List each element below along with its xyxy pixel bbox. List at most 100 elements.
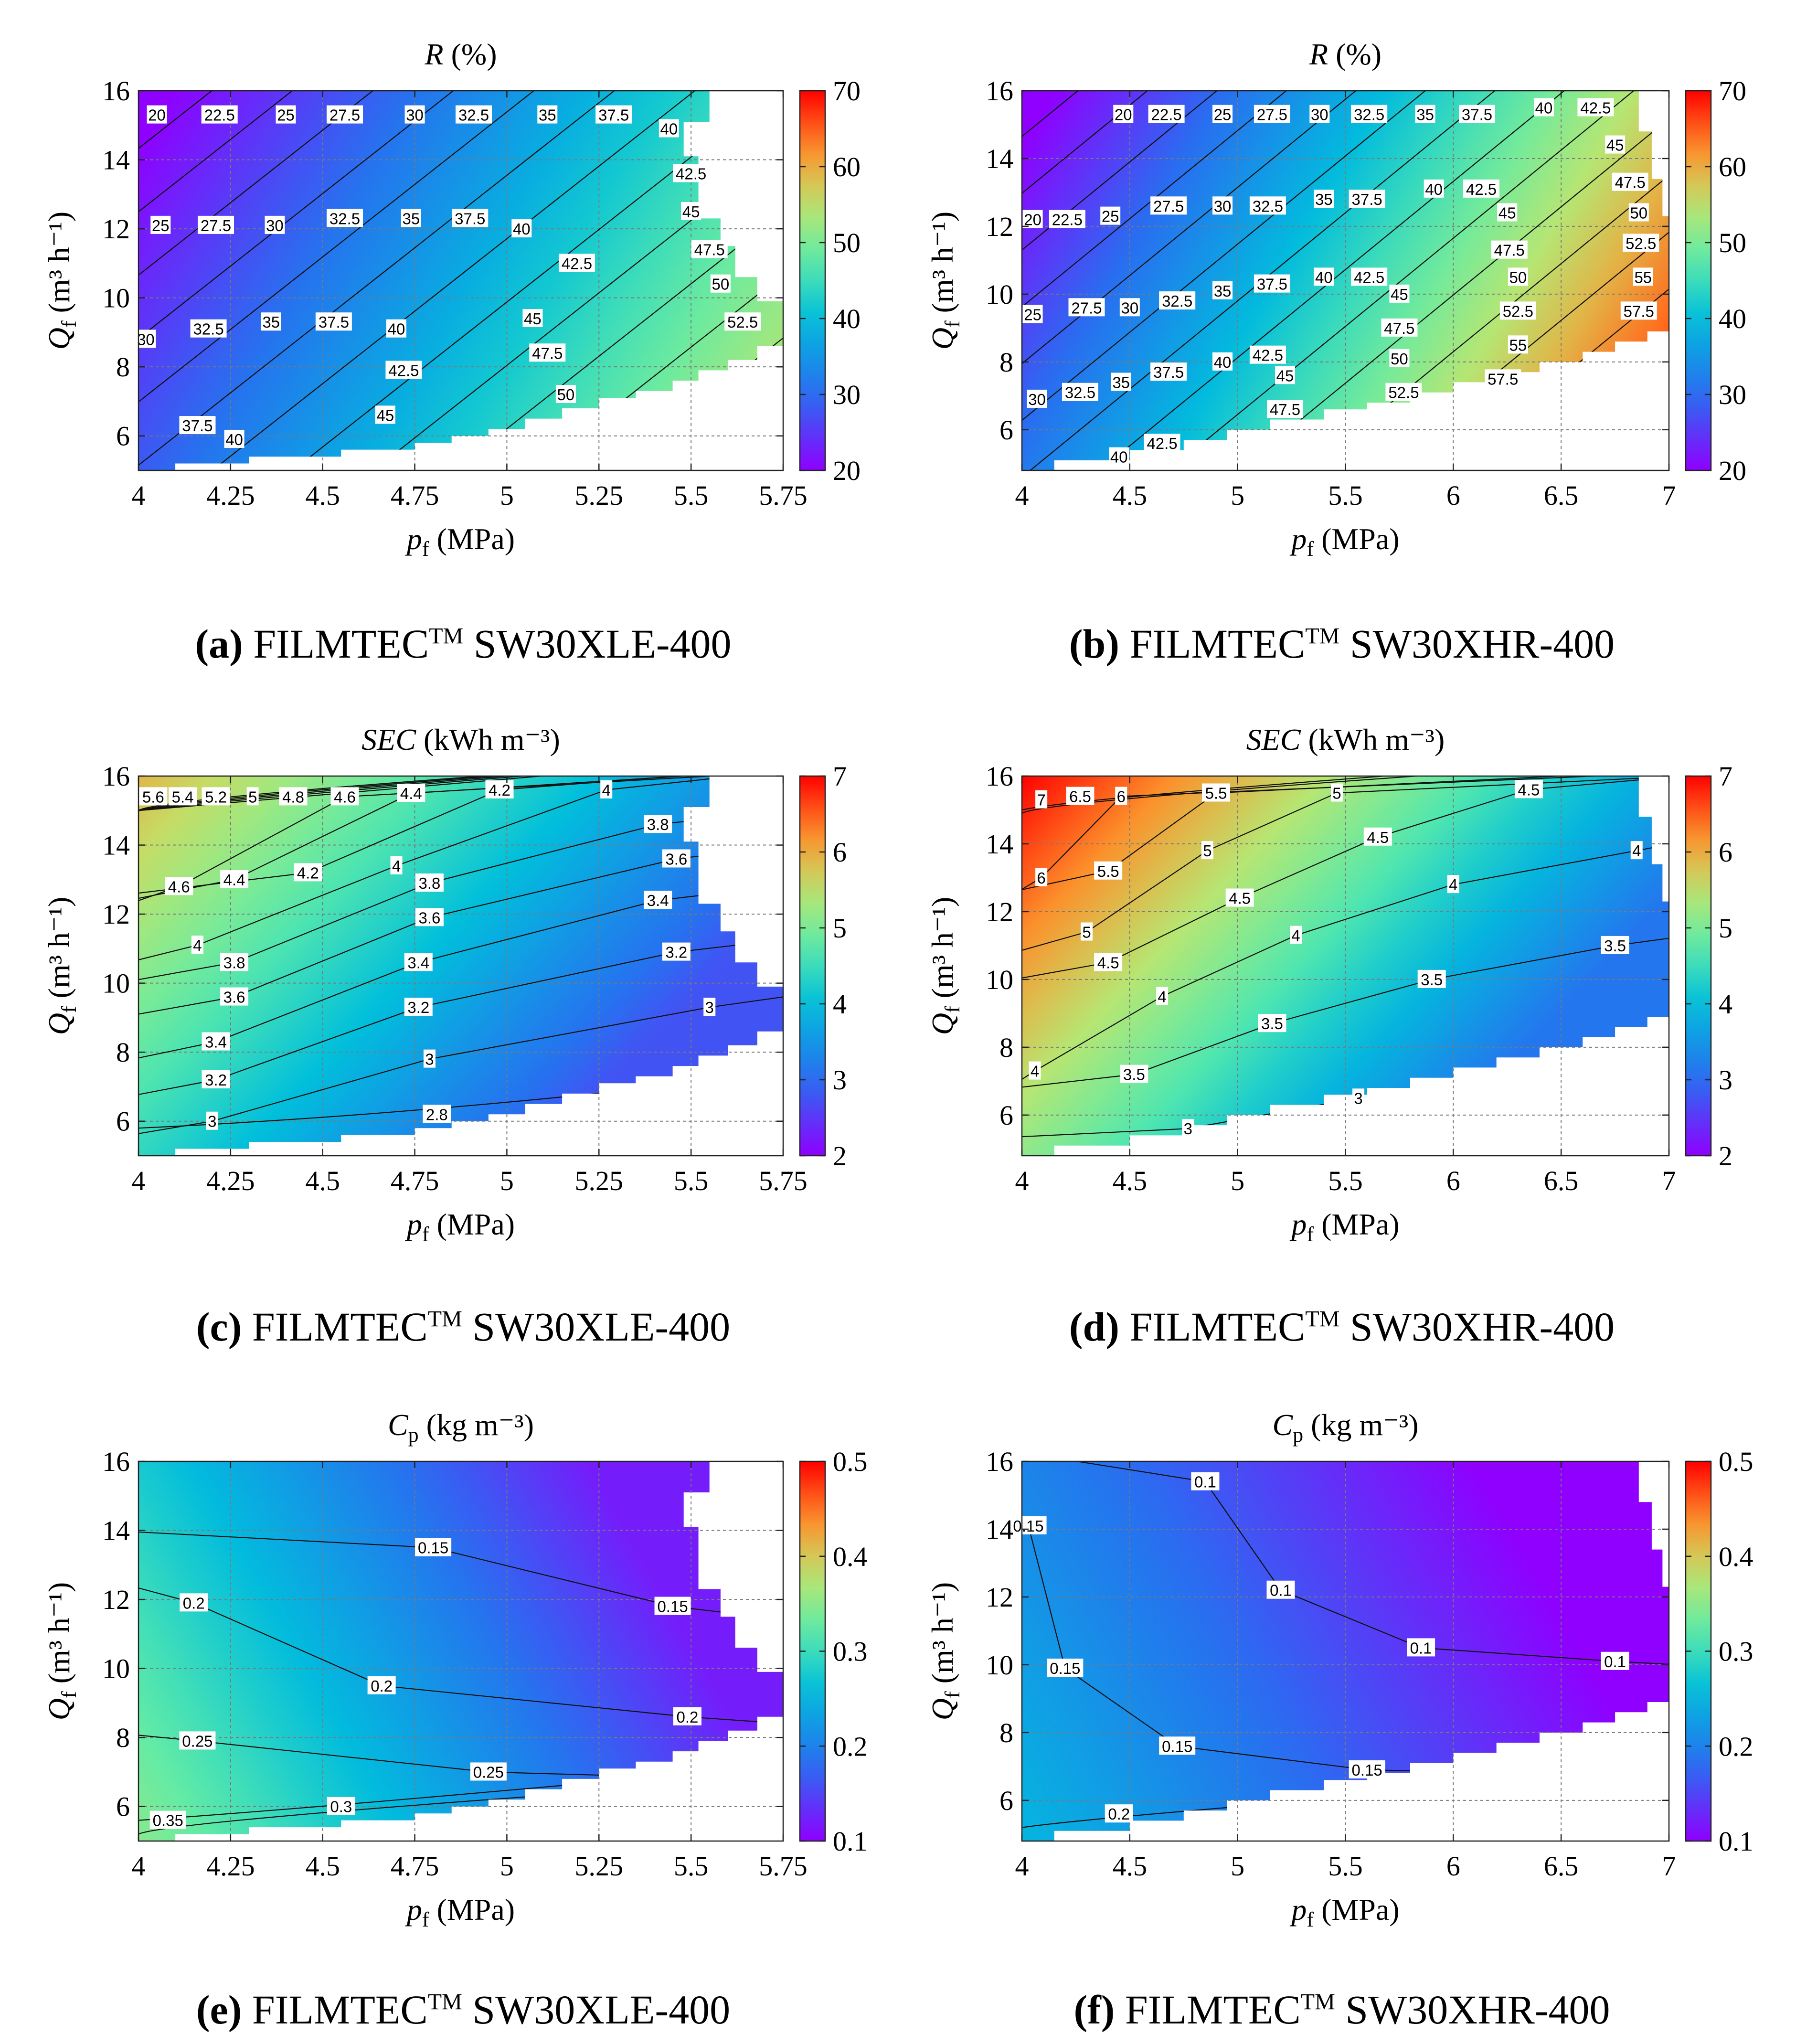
x-tick-label: 5.5 [674,480,709,511]
caption-d: (d) FILMTECTM SW30XHR-400 [1069,1304,1615,1350]
x-tick-label: 5.25 [575,1165,624,1196]
y-axis-symbol: Q [42,1698,76,1720]
x-axis-subscript: f [422,537,429,561]
y-tick-label: 14 [986,829,1013,860]
contour-label-bg [1027,389,1047,408]
contour-line [138,91,783,470]
contour-label: 50 [1630,204,1647,222]
contour-label: 50 [557,386,574,404]
panel-f: 0.1 0.1 0.1 0.1 0.15 0.15 0.15 0.15 0.2 4 4.5 5 5.5 6… [925,1408,1753,1931]
x-tick-label: 5 [500,480,514,511]
plot-frame [138,775,784,1157]
contour-label: 55 [1509,336,1527,354]
contour-label-bg [1601,1651,1629,1670]
contour-label-bg [1249,196,1286,215]
x-axis-symbol: p [1289,1893,1307,1927]
contour-label-bg [1351,105,1388,123]
contour-label: 4 [193,937,202,954]
contour-label: 3.6 [665,850,687,868]
contour-line [1022,776,1669,814]
contour-label: 22.5 [204,106,235,124]
contour-label: 3.4 [407,954,429,971]
x-tick-label: 5.25 [575,1851,624,1882]
contour-label: 42.5 [1466,181,1497,198]
contour-label-bg [265,215,285,234]
contour-label-bg [644,815,672,833]
y-axis-unit: (m³ h⁻¹) [925,1582,959,1692]
contour-label-bg [1352,1088,1365,1107]
contour-label-bg [1212,196,1233,215]
title-variable: SEC [1246,723,1301,756]
contour-label: 35 [262,313,280,331]
y-axis-subscript: f [57,1691,81,1698]
contour-label-bg [1254,274,1290,293]
contour-label-bg [1407,1638,1435,1657]
contour-label: 5.6 [142,788,164,806]
colorbar-tick-label: 0.4 [1719,1541,1753,1572]
contour-label-bg [1159,1736,1196,1755]
y-axis-unit: (m³ h⁻¹) [42,897,76,1006]
title-variable: SEC [361,723,416,756]
contour-label: 55 [1634,268,1652,286]
contour-label: 3.5 [1604,937,1626,955]
contour-label-bg [330,787,359,806]
y-tick-label: 12 [986,896,1013,927]
x-axis-label: pf (MPa) [405,1893,515,1931]
y-tick-label: 12 [102,899,130,930]
x-tick-label: 4.25 [206,480,255,511]
contour-label-bg [1100,206,1121,225]
contour-label: 0.35 [153,1812,183,1830]
contour-label-bg [1120,1065,1148,1083]
contour-label-bg [1115,787,1127,805]
contour-label-bg [220,953,249,971]
contour-label-bg [147,105,167,124]
contour-line [1022,776,1669,982]
y-tick-label: 14 [102,1515,130,1546]
y-tick-label: 10 [986,964,1013,995]
panel-a: 20 22.5 25 27.5 30 32.5 35 37.5 40 42.5 25 27.5 30 32… [42,37,861,561]
contour-label-bg [1424,179,1444,198]
contour-label-bg [1314,267,1334,286]
x-tick-label: 5.75 [759,480,808,511]
contour-line [138,776,783,811]
x-tick-label: 5.5 [1328,480,1363,511]
contour-label: 32.5 [193,320,223,338]
contour-label: 37.5 [598,106,629,124]
contour-label: 4.5 [1097,954,1119,971]
y-tick-label: 12 [986,1582,1013,1613]
title-variable: R [1309,37,1328,71]
contour-label: 37.5 [319,313,349,331]
contour-label: 32.5 [1354,106,1384,124]
contour-label-bg [1514,780,1543,798]
contour-label: 3.6 [418,909,440,926]
contour-label-bg [673,164,710,182]
contour-line [1022,196,1669,470]
x-axis-unit: (MPa) [1314,1893,1400,1927]
y-axis-label: Qf (m³ h⁻¹) [42,1582,81,1720]
x-tick-label: 4.5 [1113,1851,1148,1882]
contour-label: 3.5 [1123,1066,1145,1084]
contour-label: 37.5 [455,210,485,227]
y-axis-subscript: f [941,1006,964,1013]
contour-label: 27.5 [1153,197,1184,215]
contour-label-bg [415,1538,452,1556]
contour-line [1022,91,1669,343]
contour-label-bg [452,209,489,227]
x-tick-label: 4.25 [206,1165,255,1196]
contour-label: 22.5 [1052,211,1083,229]
colorbar-tick-label: 0.5 [1719,1446,1753,1477]
contour-label: 37.5 [1153,363,1184,381]
contour-label-bg [327,209,363,227]
contour-label: 3 [425,1051,434,1068]
contour-label-bg [1314,190,1334,208]
contour-label-bg [179,416,216,435]
contour-label-bg [367,1676,396,1694]
colorbar-tick-label: 50 [833,227,861,258]
contour-label: 40 [513,220,531,238]
contour-label: 6.5 [1069,788,1091,806]
contour-label-bg [1156,987,1169,1005]
contour-label: 32.5 [1162,292,1192,310]
panel-d: 7 6.5 6 5.5 5 4.5 6 5.5 5 4.5 4 5 4.5 4 4.5 4 3.5 4 3.5 4 3.… [925,723,1732,1246]
contour-label: 30 [1214,197,1232,215]
contour-line [138,91,783,207]
